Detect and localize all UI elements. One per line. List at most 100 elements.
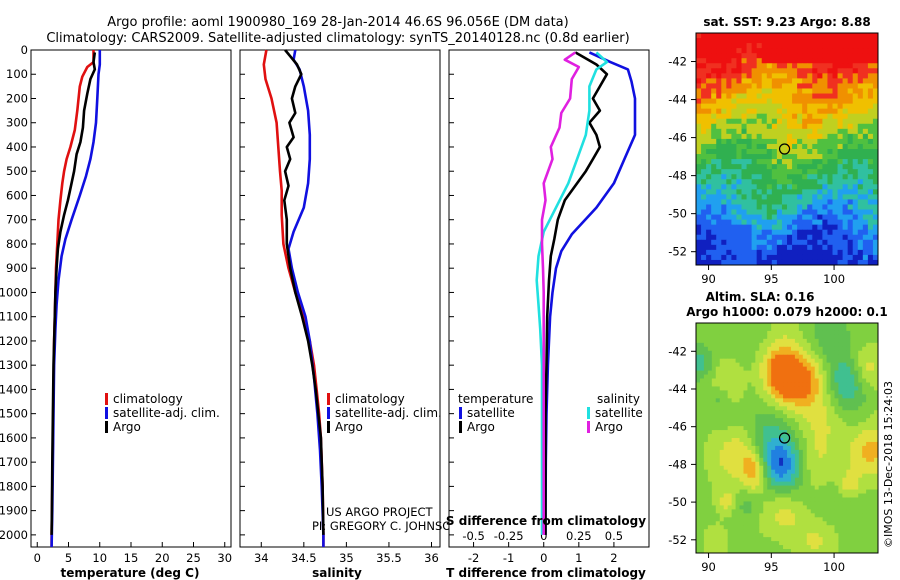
sst-cell [726, 118, 732, 125]
sst-cell [756, 189, 763, 195]
sst-cell [746, 103, 753, 110]
sla-cell [775, 469, 780, 475]
sst-cell [721, 199, 727, 205]
sla-cell [810, 330, 816, 336]
sla-cell [866, 513, 871, 518]
sla-cell [822, 489, 827, 494]
sst-cell [867, 249, 874, 256]
sla-cell [779, 422, 784, 427]
sla-cell [862, 346, 867, 352]
sla-cell [747, 489, 752, 494]
salinity-legend: climatology satellite-adj. clim. Argo [327, 392, 442, 434]
sst-cell [776, 48, 783, 54]
sst-cell [792, 103, 798, 110]
sla-cell [818, 489, 824, 494]
sla-cell [743, 326, 748, 332]
sst-cell [771, 174, 778, 180]
sla-cell [719, 497, 725, 502]
sla-cell [755, 489, 760, 494]
sla-cell [842, 461, 847, 467]
sla-cell [846, 505, 851, 510]
sla-cell [775, 545, 780, 550]
sla-cell [842, 493, 847, 498]
sla-cell [846, 473, 851, 479]
sla-cell [715, 517, 721, 522]
sla-cell [747, 513, 752, 518]
sla-cell [790, 453, 796, 459]
sla-cell [775, 453, 780, 459]
sla-cell [755, 497, 760, 502]
sla-cell [767, 338, 772, 344]
sst-cell [822, 199, 828, 205]
sla-cell [814, 398, 820, 403]
sla-cell [719, 453, 725, 459]
sla-cell [727, 422, 733, 427]
sst-map-title: sat. SST: 9.23 Argo: 8.88 [703, 15, 870, 29]
sla-cell [790, 445, 796, 451]
sst-cell [867, 108, 874, 115]
sla-cell [870, 418, 875, 423]
sst-cell [761, 224, 768, 231]
sst-cell [837, 249, 844, 256]
sst-cell [817, 194, 823, 200]
sst-cell [756, 33, 763, 39]
sla-cell [703, 346, 709, 352]
sla-cell [747, 326, 752, 332]
sla-cell [830, 426, 835, 431]
sla-cell [723, 505, 729, 510]
sst-cell [736, 184, 742, 190]
sla-cell [731, 358, 736, 364]
sla-cell [834, 354, 839, 360]
sla-cell [783, 545, 788, 550]
sla-cell [838, 354, 843, 360]
sla-cell [814, 402, 820, 407]
sla-cell [810, 438, 816, 443]
sst-cell [842, 169, 849, 175]
sla-cell [743, 434, 748, 439]
sst-cell [837, 239, 844, 246]
sla-cell [830, 406, 835, 411]
sst-cell [746, 43, 753, 49]
sst-cell [817, 123, 823, 130]
sla-cell [779, 410, 784, 415]
sla-cell [822, 461, 827, 467]
sla-cell [850, 541, 855, 546]
sla-cell [751, 370, 756, 375]
sst-cell [706, 58, 712, 64]
sst-cell [862, 149, 869, 155]
sst-cell [751, 174, 758, 180]
sla-cell [838, 334, 843, 340]
sla-cell [822, 509, 827, 514]
sla-cell [711, 513, 717, 518]
sla-cell [830, 513, 835, 518]
sla-cell [767, 386, 772, 391]
sla-cell [846, 354, 851, 360]
sst-cell [837, 53, 844, 59]
sla-cell [719, 346, 725, 352]
sla-cell [850, 410, 855, 415]
sst-cell [787, 63, 793, 69]
sla-cell [834, 461, 839, 467]
sst-cell [696, 254, 702, 261]
sla-cell [743, 342, 748, 348]
sla-cell [703, 438, 709, 443]
sla-cell [874, 517, 879, 522]
sla-cell [787, 465, 792, 471]
sst-cell [787, 169, 793, 175]
sla-cell [862, 434, 867, 439]
sla-cell [779, 370, 784, 375]
sst-cell [827, 133, 833, 140]
sla-cell [699, 549, 705, 554]
sst-cell [706, 93, 712, 99]
sla-cell [727, 426, 733, 431]
sla-cell [707, 465, 713, 471]
sst-cell [711, 73, 717, 79]
sla-cell [759, 374, 764, 379]
sst-cell [781, 229, 788, 236]
sla-cell [822, 394, 827, 399]
sla-cell [743, 517, 748, 522]
sla-cell [735, 358, 740, 364]
sla-cell [755, 378, 760, 383]
sst-cell [731, 73, 737, 79]
sst-cell [726, 249, 732, 256]
